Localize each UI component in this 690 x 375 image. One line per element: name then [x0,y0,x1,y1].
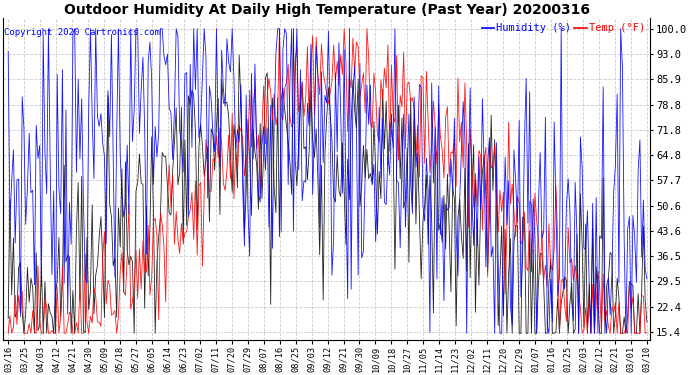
Title: Outdoor Humidity At Daily High Temperature (Past Year) 20200316: Outdoor Humidity At Daily High Temperatu… [63,3,590,17]
Legend: Humidity (%), Temp (°F): Humidity (%), Temp (°F) [482,23,645,33]
Text: Copyright 2020 Cartronics.com: Copyright 2020 Cartronics.com [3,28,159,37]
